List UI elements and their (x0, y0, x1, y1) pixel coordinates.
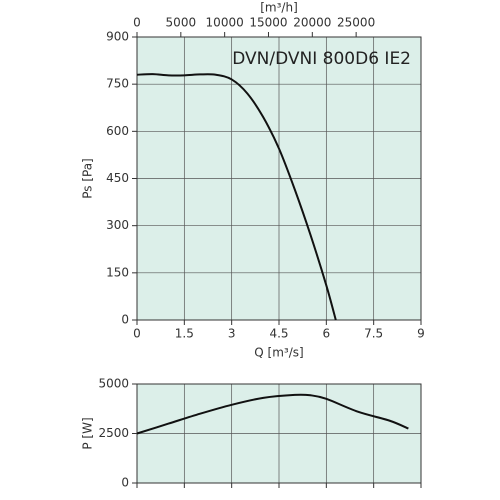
y-tick-label: 2500 (98, 426, 129, 440)
y-tick-label: 5000 (98, 377, 129, 391)
y-tick-label: 750 (106, 77, 129, 91)
y-tick-label: 0 (121, 476, 129, 490)
x-tick-label: 6 (323, 327, 331, 341)
x-tick-label: 0 (133, 327, 141, 341)
x-tick-label: 1.5 (175, 327, 194, 341)
x-tick-label: 7.5 (364, 327, 383, 341)
x2-tick-label: 15000 (249, 16, 287, 30)
y-tick-label: 600 (106, 124, 129, 138)
curve (136, 73, 337, 321)
x-tick-label: 3 (228, 327, 236, 341)
y-tick-label: 150 (106, 265, 129, 279)
x-tick-label: 9 (417, 327, 425, 341)
y-tick-label: 300 (106, 218, 129, 232)
x2-tick-label: 25000 (337, 16, 375, 30)
y-axis-label: P [W] (81, 417, 95, 449)
plot-frame (136, 36, 422, 321)
y-tick-label: 0 (121, 313, 129, 327)
x-axis-label: Q [m³/s] (254, 346, 303, 360)
x-tick-label: 4.5 (269, 327, 288, 341)
x2-tick-label: 5000 (166, 16, 197, 30)
x2-tick-label: 20000 (293, 16, 331, 30)
x2-tick-label: 0 (133, 16, 141, 30)
curve (136, 393, 409, 435)
x2-tick-label: 10000 (206, 16, 244, 30)
chart-title: DVN/DVNI 800D6 IE2 (232, 49, 411, 69)
y-tick-label: 450 (106, 171, 129, 185)
y-axis-label: Ps [Pa] (81, 158, 95, 199)
y-tick-label: 900 (106, 30, 129, 44)
x2-axis-label: [m³/h] (260, 1, 298, 15)
